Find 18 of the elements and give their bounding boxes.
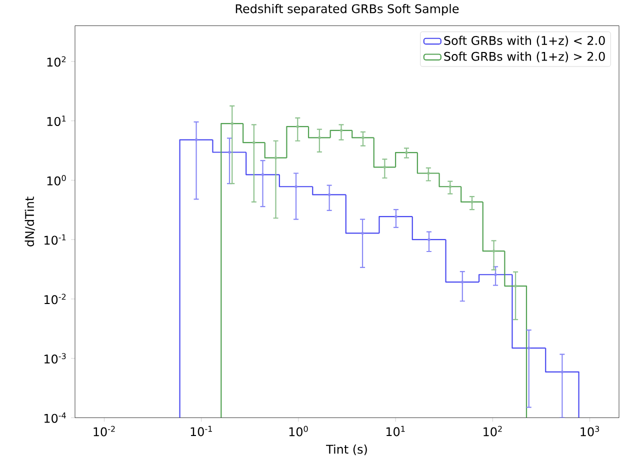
y-tick-label: 10$^{0}$ <box>47 175 66 186</box>
y-tick-label: 10$^{-3}$ <box>44 353 66 364</box>
y-tick-label: 10$^{2}$ <box>47 56 66 67</box>
x-axis-title: Tint (s) <box>326 444 367 456</box>
x-tick-label: 10$^{0}$ <box>289 426 308 436</box>
x-tick-label: 10$^{3}$ <box>580 426 600 436</box>
y-tick-label: 10$^{1}$ <box>47 116 66 126</box>
x-tick-label: 10$^{-2}$ <box>94 426 115 436</box>
legend-label: Soft GRBs with (1+z) < 2.0 <box>444 36 605 47</box>
x-tick-label: 10$^{2}$ <box>484 426 502 436</box>
y-tick-label: 10$^{-1}$ <box>44 234 66 245</box>
x-tick-label: 10$^{1}$ <box>386 426 405 436</box>
y-tick-label: 10$^{-2}$ <box>44 294 66 304</box>
chart-title: Redshift separated GRBs Soft Sample <box>236 4 459 16</box>
y-tick-label: 10$^{-4}$ <box>44 412 66 424</box>
legend-label: Soft GRBs with (1+z) > 2.0 <box>444 52 605 62</box>
y-axis-title: dN/dTint <box>24 196 35 247</box>
x-tick-label: 10$^{-1}$ <box>190 426 212 436</box>
